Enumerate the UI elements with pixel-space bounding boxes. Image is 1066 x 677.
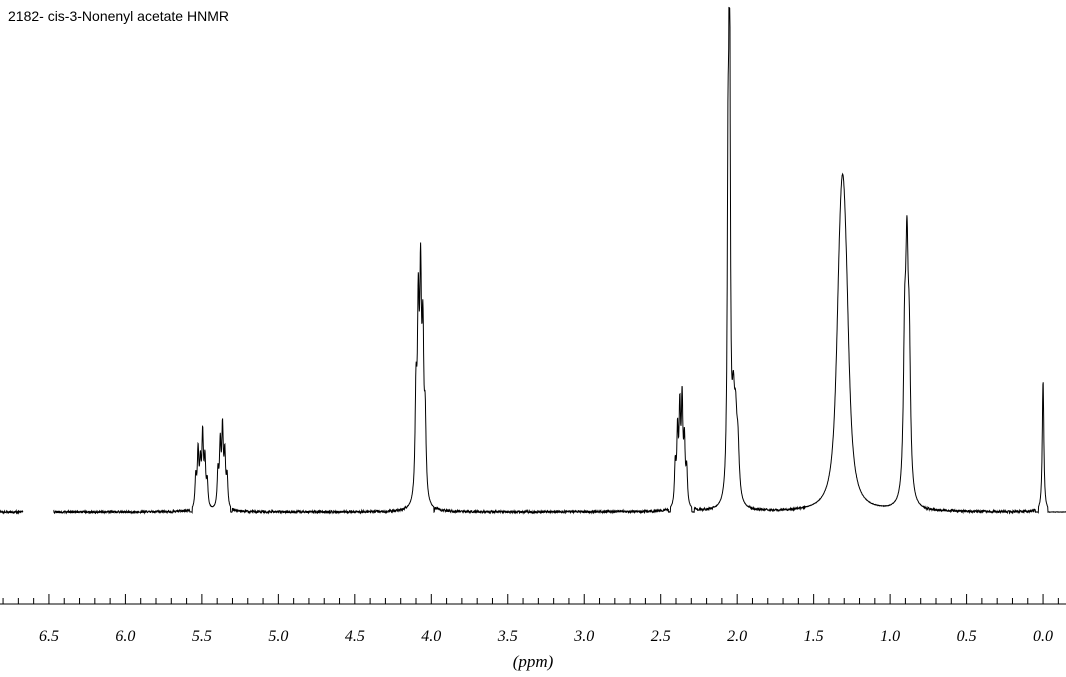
nmr-figure: 2182- cis-3-Nonenyl acetate HNMR 6.56.05… bbox=[0, 0, 1066, 677]
x-tick-label: 0.0 bbox=[1033, 628, 1053, 646]
x-tick-label: 0.5 bbox=[957, 628, 977, 646]
x-tick-label: 2.5 bbox=[651, 628, 671, 646]
x-axis-label: (ppm) bbox=[513, 652, 554, 672]
x-tick-label: 4.5 bbox=[345, 628, 365, 646]
x-tick-label: 2.0 bbox=[727, 628, 747, 646]
spectrum-plot bbox=[0, 0, 1066, 677]
x-tick-label: 6.0 bbox=[115, 628, 135, 646]
x-tick-label: 3.0 bbox=[574, 628, 594, 646]
x-tick-label: 6.5 bbox=[39, 628, 59, 646]
x-tick-label: 1.5 bbox=[804, 628, 824, 646]
x-tick-label: 3.5 bbox=[498, 628, 518, 646]
x-tick-label: 5.0 bbox=[268, 628, 288, 646]
x-tick-label: 4.0 bbox=[421, 628, 441, 646]
x-tick-label: 5.5 bbox=[192, 628, 212, 646]
x-tick-label: 1.0 bbox=[880, 628, 900, 646]
